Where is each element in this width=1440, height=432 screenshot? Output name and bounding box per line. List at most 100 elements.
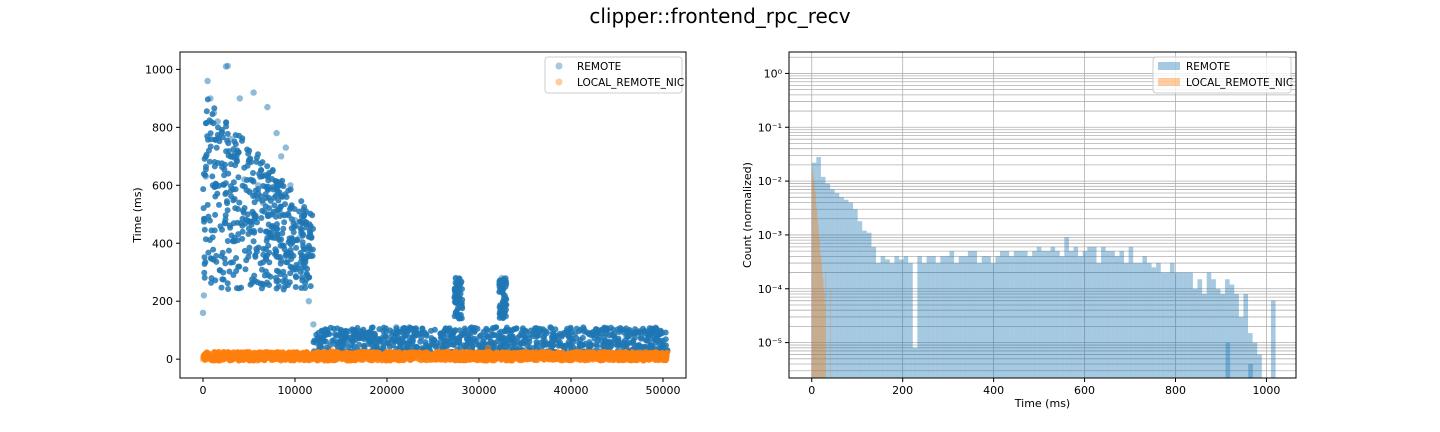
y-tick-label: 200 xyxy=(152,295,173,308)
histogram-bar xyxy=(821,263,822,378)
scatter-point xyxy=(512,350,519,357)
scatter-point xyxy=(279,242,286,249)
scatter-point xyxy=(248,221,255,228)
scatter-point xyxy=(616,329,623,335)
y-tick-label: 10⁻³ xyxy=(758,229,782,242)
scatter-point xyxy=(300,245,307,252)
scatter-point xyxy=(284,354,291,361)
histogram-bar xyxy=(1165,272,1170,378)
scatter-plot-area xyxy=(199,62,671,364)
scatter-point xyxy=(620,326,627,333)
scatter-point xyxy=(443,354,449,361)
scatter-point xyxy=(236,285,242,292)
scatter-point xyxy=(251,277,258,284)
scatter-point xyxy=(251,199,258,206)
scatter-point xyxy=(281,219,288,226)
x-tick-label: 1000 xyxy=(1252,384,1280,397)
scatter-point xyxy=(300,206,307,213)
scatter-point xyxy=(611,334,618,341)
scatter-point xyxy=(501,309,508,316)
scatter-point xyxy=(461,325,468,332)
histogram-bar xyxy=(839,197,844,378)
scatter-point xyxy=(383,350,391,357)
histogram-bar xyxy=(931,256,936,378)
x-tick-label: 30000 xyxy=(462,384,497,397)
scatter-point xyxy=(278,182,285,189)
scatter-point xyxy=(201,254,208,261)
scatter-point xyxy=(521,354,528,361)
scatter-point xyxy=(586,331,593,338)
scatter-point xyxy=(250,89,257,96)
scatter-point xyxy=(209,173,216,180)
scatter-point xyxy=(355,334,362,341)
histogram-bar xyxy=(1169,263,1175,378)
scatter-point xyxy=(219,249,226,256)
scatter-point xyxy=(483,325,490,332)
scatter-point xyxy=(464,337,471,344)
scatter-point xyxy=(559,349,566,356)
histogram-bar xyxy=(1082,251,1088,378)
scatter-point xyxy=(264,163,271,170)
scatter-point xyxy=(412,344,419,351)
histogram-bar xyxy=(866,232,872,378)
scatter-point xyxy=(466,350,473,357)
scatter-point xyxy=(208,119,215,125)
histogram-bar xyxy=(1036,246,1042,378)
scatter-point xyxy=(646,334,653,340)
scatter-point xyxy=(221,172,228,179)
scatter-point xyxy=(257,355,264,362)
scatter-point xyxy=(456,357,463,364)
scatter-point xyxy=(286,279,293,286)
scatter-point xyxy=(296,234,303,241)
scatter-point xyxy=(567,341,574,348)
scatter-point xyxy=(454,284,460,291)
scatter-point xyxy=(201,226,208,233)
scatter-point xyxy=(507,354,514,361)
legend-swatch xyxy=(1158,78,1180,86)
scatter-point xyxy=(276,189,283,196)
scatter-point xyxy=(235,231,242,238)
scatter-point xyxy=(222,260,229,267)
x-tick-label: 800 xyxy=(1165,384,1186,397)
series-remote xyxy=(199,62,671,358)
histogram-bar xyxy=(1004,251,1010,378)
scatter-point xyxy=(487,327,494,334)
histogram-bar xyxy=(1270,300,1276,378)
histogram-bar xyxy=(1105,251,1111,378)
scatter-point xyxy=(632,326,639,333)
scatter-point xyxy=(310,321,317,328)
scatter-point xyxy=(206,158,213,165)
scatter-point xyxy=(380,324,387,331)
x-tick-label: 10000 xyxy=(278,384,313,397)
scatter-point xyxy=(250,193,257,199)
scatter-point xyxy=(446,325,453,332)
histogram-bar xyxy=(1243,293,1249,378)
legend-marker xyxy=(555,62,563,70)
series-remote xyxy=(811,157,1276,378)
scatter-point xyxy=(400,351,407,358)
scatter-point xyxy=(506,327,513,334)
scatter-point xyxy=(223,123,230,130)
scatter-point xyxy=(360,326,367,333)
scatter-point xyxy=(383,355,390,362)
scatter-point xyxy=(629,357,636,364)
scatter-point xyxy=(420,329,427,337)
scatter-point xyxy=(517,332,523,339)
scatter-point xyxy=(477,332,484,339)
scatter-point xyxy=(390,351,397,357)
scatter-point xyxy=(406,341,413,348)
scatter-point xyxy=(607,344,614,351)
histogram-bar xyxy=(821,272,823,378)
histogram-bar xyxy=(1000,251,1005,378)
histogram-legend: REMOTE LOCAL_REMOTE_NIC xyxy=(1152,56,1293,94)
scatter-point xyxy=(303,276,310,283)
scatter-point xyxy=(258,215,265,221)
histogram-bar xyxy=(1124,263,1129,378)
scatter-point xyxy=(205,249,212,256)
scatter-point xyxy=(447,335,453,342)
histogram-bar xyxy=(811,167,813,378)
histogram-bar xyxy=(1096,263,1102,378)
scatter-point xyxy=(302,255,309,262)
scatter-point xyxy=(264,103,271,111)
histogram-plot-area xyxy=(789,52,1296,378)
